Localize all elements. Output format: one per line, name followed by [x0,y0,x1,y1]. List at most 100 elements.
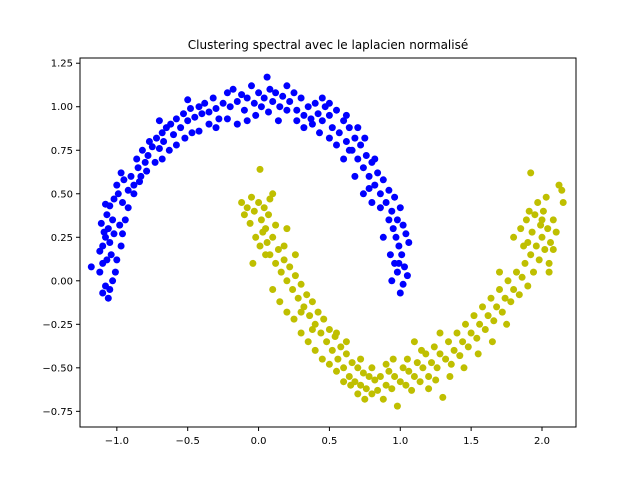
scatter-point [385,367,393,375]
scatter-point [99,289,107,297]
scatter-point [127,172,135,180]
scatter-point [133,155,141,163]
scatter-point [130,190,138,198]
scatter-point [250,99,258,107]
scatter-point [219,99,227,107]
scatter-point [538,233,546,241]
scatter-point [544,225,552,233]
scatter-point [111,268,119,276]
scatter-point [165,146,173,154]
scatter-point [405,239,413,246]
scatter-point [238,91,246,99]
scatter-point [459,338,467,346]
scatter-point [530,268,537,276]
scatter-point [517,225,525,233]
scatter-point [391,373,399,380]
y-tick-label: 1.00 [51,102,73,113]
scatter-point [453,329,461,337]
scatter-point [104,225,112,233]
y-axis: −0.75 −0.50 −0.25 0.00 0.25 0.50 0.75 1.00 1.25 [42,59,80,418]
scatter-point [433,364,441,372]
scatter-point [252,111,260,119]
scatter-point [109,277,117,285]
scatter-point [209,94,217,102]
scatter-point [304,338,312,346]
scatter-point [402,230,410,238]
scatter-point [181,134,189,142]
scatter-point [368,364,376,372]
scatter-point [359,164,367,172]
scatter-point [297,329,305,337]
scatter-point [249,259,257,267]
y-tick-label: −0.75 [42,407,73,418]
series-0 [87,73,413,302]
scatter-point [255,199,263,206]
scatter-point [212,124,220,132]
scatter-point [328,346,336,354]
scatter-point [340,155,348,163]
scatter-point [306,312,314,320]
scatter-point [395,259,403,267]
scatter-point [496,286,503,293]
scatter-point [263,239,271,246]
scatter-point [233,120,241,128]
scatter-point [308,326,316,333]
scatter-point [376,204,384,212]
scatter-point [413,359,421,367]
scatter-point [136,178,143,186]
scatter-point [334,355,342,363]
scatter-point [545,268,553,276]
scatter-point [513,268,520,276]
scatter-point [311,346,319,354]
scatter-point [392,233,400,241]
scatter-point [109,216,117,224]
scatter-point [425,373,433,380]
scatter-point [243,94,251,102]
scatter-point [446,373,454,380]
scatter-point [365,185,373,192]
scatter-point [145,138,153,145]
scatter-point [374,169,382,177]
scatter-point [104,294,112,302]
scatter-point [351,172,359,180]
scatter-point [320,315,328,323]
scatter-point [333,106,340,114]
scatter-point [538,216,546,224]
scatter-point [300,111,308,119]
scatter-point [408,386,416,394]
scatter-point [399,280,407,288]
scatter-point [233,98,241,105]
scatter-point [345,373,353,380]
scatter-point [393,402,401,410]
chart-title: Clustering spectral avec le laplacien no… [188,38,468,52]
scatter-point [507,298,515,306]
scatter-point [348,359,356,367]
scatter-point [269,98,277,105]
scatter-point [314,110,322,118]
scatter-point [269,286,277,293]
scatter-point [335,129,343,137]
scatter-point [102,200,109,208]
scatter-point [460,364,468,372]
scatter-point [130,181,138,189]
scatter-point [138,146,146,154]
scatter-point [223,89,231,97]
scatter-point [117,242,125,250]
scatter-point [297,94,305,102]
scatter-point [359,369,367,377]
scatter-point [374,386,382,394]
scatter-point [371,155,379,163]
scatter-point [518,273,526,281]
scatter-point [243,204,251,212]
scatter-point [525,207,533,215]
scatter-point [418,346,425,354]
scatter-point [410,338,418,346]
scatter-point [87,263,95,271]
scatter-point [286,98,294,105]
scatter-point [291,251,299,259]
scatter-point [248,193,255,201]
scatter-point [328,124,336,132]
scatter-point [317,329,325,337]
scatter-point [357,355,365,363]
